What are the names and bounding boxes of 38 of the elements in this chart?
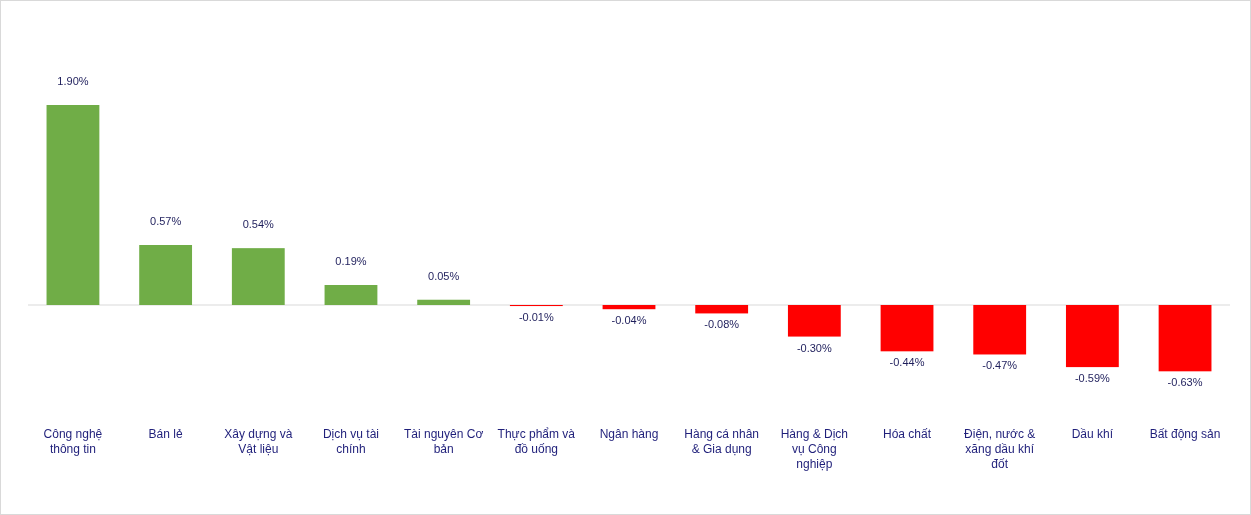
data-label: 0.05%	[428, 269, 460, 282]
data-label: 0.19%	[335, 255, 367, 267]
bar	[139, 245, 193, 305]
data-label: -0.63%	[1167, 376, 1203, 389]
data-label: -0.08%	[704, 318, 740, 331]
x-tick-label: Hóa chất	[883, 427, 932, 441]
bar	[324, 285, 378, 305]
bar	[46, 105, 100, 305]
data-label: -0.44%	[889, 356, 925, 369]
data-label: 1.90%	[57, 75, 89, 87]
bar	[695, 305, 749, 314]
bar	[602, 305, 656, 310]
x-tick-label: Xây dựng và Vật liệu	[224, 427, 293, 456]
x-tick-label: Dịch vụ tài chính	[322, 427, 379, 456]
bar	[787, 305, 841, 337]
x-tick-label: Ngân hàng	[599, 427, 659, 441]
data-label: -0.59%	[1074, 372, 1111, 385]
bar	[973, 305, 1027, 355]
x-tick-label: Hàng & Dịch vụ Công nghiệp	[780, 427, 849, 471]
x-tick-label: Tài nguyên Cơ bản	[404, 427, 484, 456]
x-tick-label: Công nghệ thông tin	[43, 427, 103, 456]
bar	[1158, 305, 1212, 372]
data-label: -0.04%	[611, 314, 647, 327]
data-label: 0.54%	[242, 218, 275, 231]
bar	[417, 299, 471, 305]
x-tick-label: Bất động sản	[1149, 427, 1221, 441]
bar	[231, 248, 285, 305]
data-label: 0.57%	[150, 215, 182, 227]
bar	[1065, 305, 1119, 368]
data-label: -0.47%	[982, 359, 1018, 372]
x-tick-label: Dầu khí	[1071, 427, 1114, 441]
bar	[880, 305, 934, 352]
data-label: -0.01%	[518, 311, 554, 324]
x-tick-label: Điện, nước & xăng dầu khí đốt	[964, 427, 1036, 471]
data-label: -0.30%	[796, 341, 832, 354]
x-tick-label: Bán lẻ	[148, 427, 183, 441]
x-tick-label: Thực phẩm và đồ uống	[497, 427, 576, 456]
x-tick-label: Hàng cá nhân & Gia dụng	[684, 427, 760, 456]
